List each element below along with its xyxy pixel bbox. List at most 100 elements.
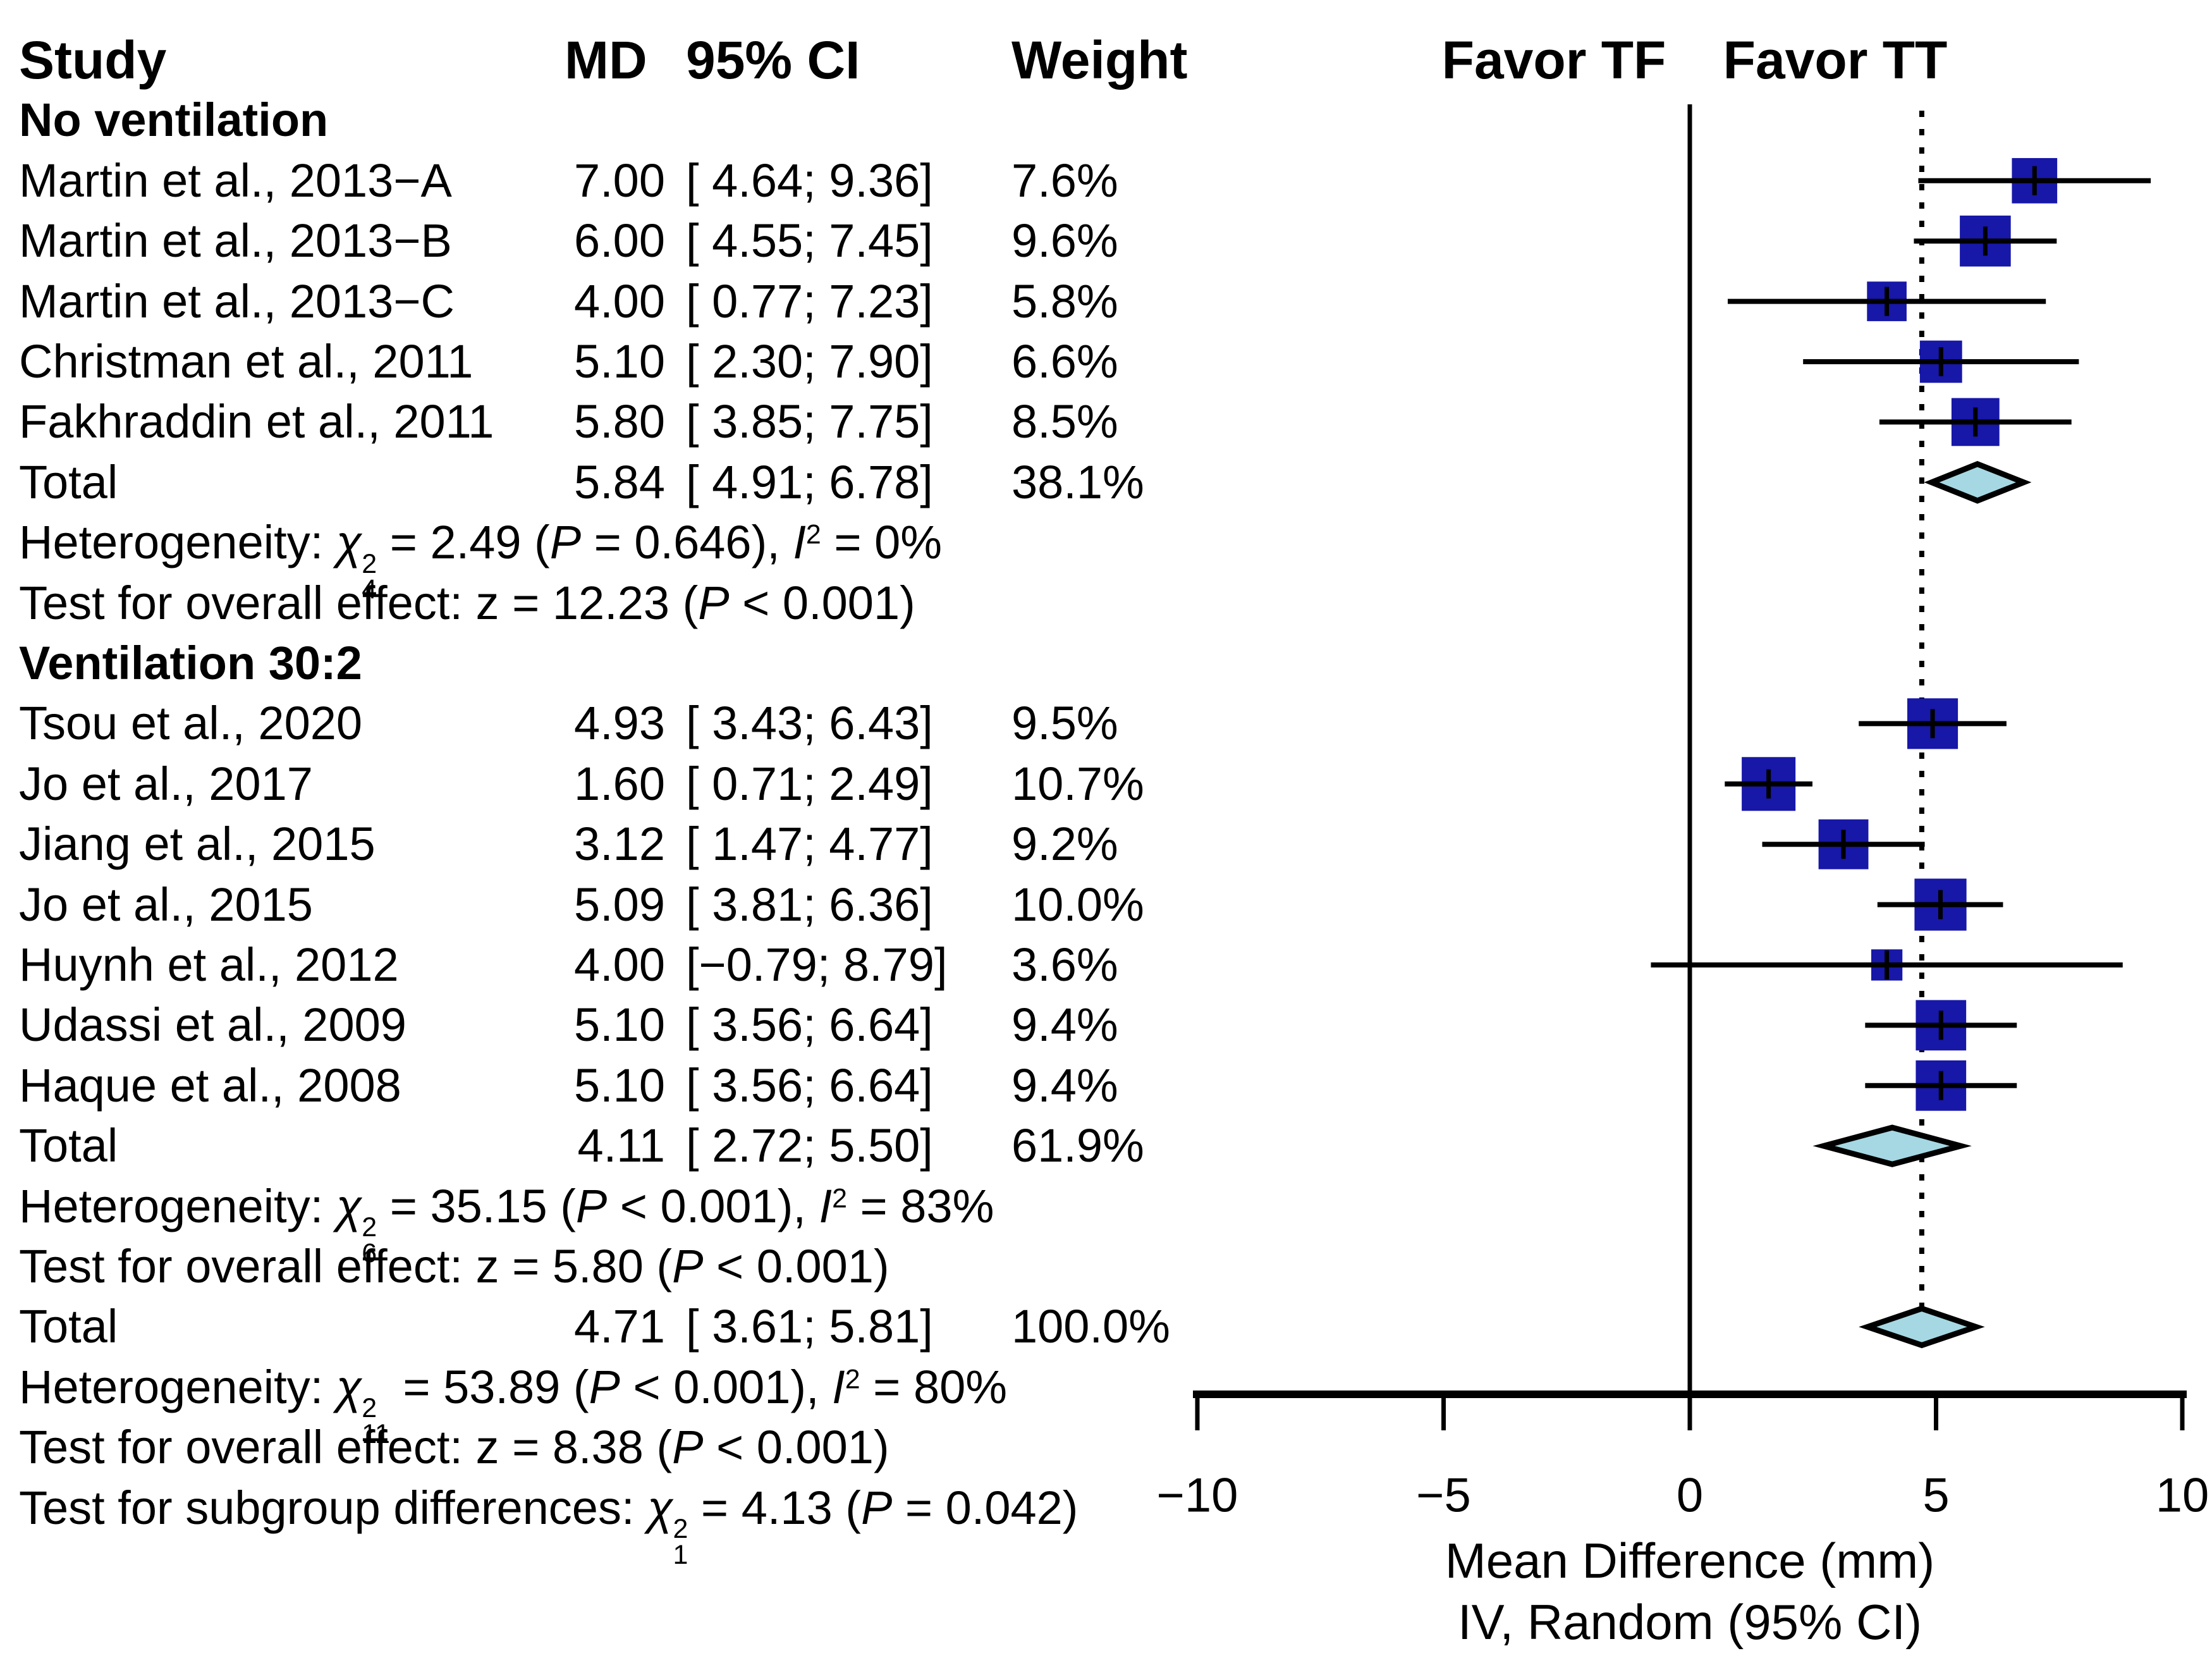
ci-value: [ 4.91; 6.78] bbox=[686, 455, 933, 508]
study-label: Haque et al., 2008 bbox=[19, 1059, 401, 1112]
weight-value: 9.4% bbox=[1011, 998, 1118, 1052]
ci-value: [ 2.72; 5.50] bbox=[686, 1119, 933, 1172]
italic-symbol: P bbox=[549, 516, 582, 569]
weight-value: 5.8% bbox=[1011, 274, 1118, 328]
table-row-stat: Heterogeneity: χ 2 11 = 53.89 (P < 0.001),… bbox=[0, 1357, 1296, 1447]
md-value: 5.10 bbox=[573, 1059, 665, 1112]
table-row-study: Christman et al., 2011 5.10 [ 2.30; 7.90] 6… bbox=[0, 331, 1296, 392]
table-row-study: Huynh et al., 2012 4.00 [−0.79; 8.79] 3.6% bbox=[0, 935, 1296, 995]
study-label: Total bbox=[19, 1119, 118, 1172]
table-row-study: Jo et al., 2015 5.09 [ 3.81; 6.36] 10.0% bbox=[0, 875, 1296, 935]
md-value: 5.09 bbox=[573, 878, 665, 931]
study-label: Tsou et al., 2020 bbox=[19, 697, 363, 750]
pooled-diamond bbox=[1924, 460, 2032, 504]
weight-value: 10.7% bbox=[1011, 757, 1144, 810]
table-row-study: Jiang et al., 2015 3.12 [ 1.47; 4.77] 9.2% bbox=[0, 814, 1296, 875]
study-label: Jo et al., 2015 bbox=[19, 878, 313, 931]
md-value: 4.71 bbox=[573, 1300, 665, 1353]
column-header-ci: 95% CI bbox=[686, 30, 860, 90]
ci-value: [ 0.77; 7.23] bbox=[686, 274, 933, 328]
ci-value: [ 3.61; 5.81] bbox=[686, 1300, 933, 1353]
chi-symbol: χ bbox=[336, 516, 362, 569]
table-row-study: Udassi et al., 2009 5.10 [ 3.56; 6.64] 9.4% bbox=[0, 995, 1296, 1055]
weight-value: 8.5% bbox=[1011, 395, 1118, 448]
ci-value: [ 4.64; 9.36] bbox=[686, 154, 933, 207]
x-axis-tick-label: 0 bbox=[1677, 1469, 1703, 1523]
ci-value: [ 3.85; 7.75] bbox=[686, 395, 933, 448]
md-value: 1.60 bbox=[573, 757, 665, 810]
ci-value: [ 3.81; 6.36] bbox=[686, 878, 933, 931]
weight-value: 10.0% bbox=[1011, 878, 1144, 931]
table-row-study: Martin et al., 2013−B 6.00 [ 4.55; 7.45] 9.… bbox=[0, 211, 1296, 271]
x-axis-tick-label: 5 bbox=[1922, 1469, 1949, 1523]
x-axis-tick-label: −5 bbox=[1416, 1469, 1471, 1523]
italic-symbol: P bbox=[672, 1240, 704, 1292]
italic-symbol: I bbox=[832, 1360, 845, 1413]
table-row-group: Ventilation 30:2 bbox=[0, 633, 1296, 694]
italic-symbol: P bbox=[860, 1481, 893, 1534]
favor-left-label: Favor TF bbox=[1441, 30, 1666, 90]
ci-value: [−0.79; 8.79] bbox=[686, 938, 948, 991]
study-label: Jo et al., 2017 bbox=[19, 757, 313, 810]
table-row-total: Total 4.71 [ 3.61; 5.81] 100.0% bbox=[0, 1296, 1296, 1357]
weight-value: 6.6% bbox=[1011, 335, 1118, 388]
md-value: 5.80 bbox=[573, 395, 665, 448]
italic-symbol: P bbox=[589, 1360, 620, 1413]
table-row-study: Fakhraddin et al., 2011 5.80 [ 3.85; 7.75]… bbox=[0, 391, 1296, 452]
ci-value: [ 3.56; 6.64] bbox=[686, 1059, 933, 1112]
chi-symbol: χ bbox=[647, 1481, 673, 1534]
table-row-stat: Test for overall effect: z = 12.23 (P < … bbox=[0, 573, 1296, 634]
study-label: Jiang et al., 2015 bbox=[19, 818, 376, 871]
study-label: Martin et al., 2013−B bbox=[19, 214, 452, 267]
md-value: 5.84 bbox=[573, 455, 665, 508]
superscript: 2 bbox=[805, 519, 821, 550]
chi-symbol: χ bbox=[336, 1360, 362, 1413]
table-row-group: No ventilation bbox=[0, 90, 1296, 150]
weight-value: 9.2% bbox=[1011, 818, 1118, 871]
study-label: Udassi et al., 2009 bbox=[19, 998, 406, 1052]
weight-value: 3.6% bbox=[1011, 938, 1118, 991]
ci-value: [ 3.56; 6.64] bbox=[686, 998, 933, 1052]
chi-symbol: χ bbox=[336, 1179, 362, 1232]
ci-value: [ 0.71; 2.49] bbox=[686, 757, 933, 810]
column-header-study: Study bbox=[19, 30, 167, 90]
pooled-diamond bbox=[1859, 1305, 1985, 1349]
italic-symbol: I bbox=[819, 1179, 833, 1232]
group-label: Ventilation 30:2 bbox=[19, 637, 362, 689]
pooled-diamond bbox=[1812, 1124, 1972, 1167]
italic-symbol: I bbox=[793, 516, 806, 569]
table-row-study: Haque et al., 2008 5.10 [ 3.56; 6.64] 9.4% bbox=[0, 1055, 1296, 1116]
md-value: 4.11 bbox=[577, 1119, 665, 1172]
md-value: 4.93 bbox=[573, 697, 665, 750]
study-label: Martin et al., 2013−A bbox=[19, 154, 452, 207]
column-header-md: MD bbox=[565, 30, 647, 90]
md-value: 4.00 bbox=[573, 274, 665, 328]
table-row-study: Tsou et al., 2020 4.93 [ 3.43; 6.43] 9.5% bbox=[0, 693, 1296, 754]
study-label: Martin et al., 2013−C bbox=[19, 274, 455, 328]
stat-text: Test for overall effect: z = 12.23 (P < … bbox=[19, 576, 915, 629]
ci-value: [ 2.30; 7.90] bbox=[686, 335, 933, 388]
x-axis-tick-label: 10 bbox=[2156, 1469, 2209, 1523]
italic-symbol: P bbox=[575, 1179, 608, 1232]
study-label: Fakhraddin et al., 2011 bbox=[19, 395, 494, 448]
favor-right-label: Favor TT bbox=[1723, 30, 1948, 90]
table-row-total: Total 5.84 [ 4.91; 6.78] 38.1% bbox=[0, 452, 1296, 513]
weight-value: 38.1% bbox=[1011, 455, 1144, 508]
md-value: 6.00 bbox=[573, 214, 665, 267]
weight-value: 9.5% bbox=[1011, 697, 1118, 750]
study-label: Huynh et al., 2012 bbox=[19, 938, 399, 991]
weight-value: 100.0% bbox=[1011, 1300, 1170, 1353]
ci-value: [ 3.43; 6.43] bbox=[686, 697, 933, 750]
study-label: Total bbox=[19, 1300, 118, 1353]
ci-value: [ 4.55; 7.45] bbox=[686, 214, 933, 267]
table-row-study: Martin et al., 2013−C 4.00 [ 0.77; 7.23] 5.… bbox=[0, 271, 1296, 332]
x-axis-label-line2: IV, Random (95% CI) bbox=[1457, 1594, 1922, 1650]
weight-value: 9.4% bbox=[1011, 1059, 1118, 1112]
